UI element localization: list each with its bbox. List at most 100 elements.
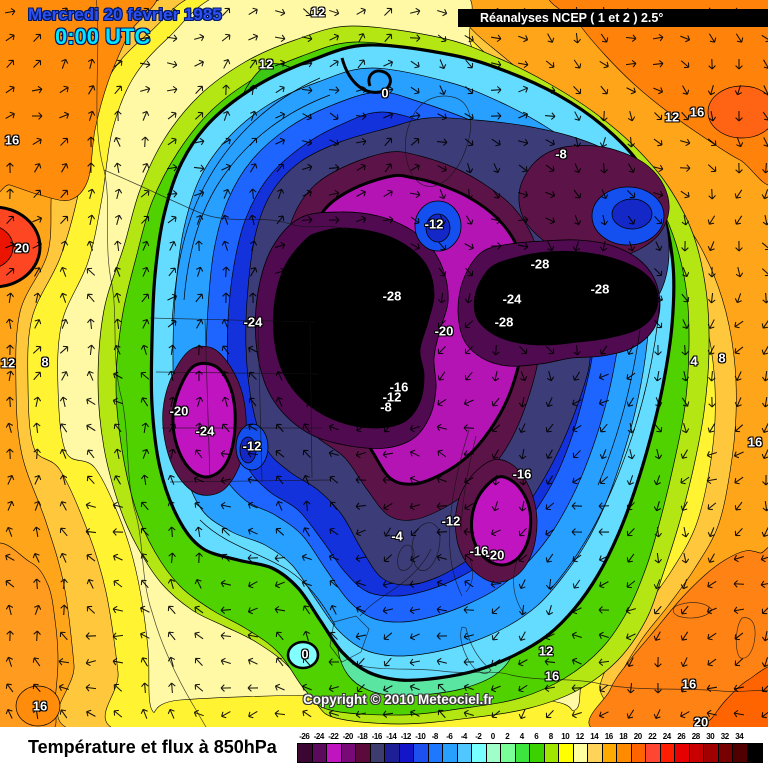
wind-arrow [112, 397, 123, 405]
wind-arrow [653, 370, 662, 382]
wind-arrow [328, 242, 340, 250]
wind-arrow [519, 604, 527, 616]
colorbar-cell [298, 744, 313, 762]
wind-arrow [437, 320, 446, 329]
wind-arrow [34, 500, 42, 511]
wind-arrow [140, 579, 149, 589]
colorbar-label: 6 [534, 732, 539, 741]
contour-cell [239, 436, 257, 464]
wind-arrow [490, 242, 502, 250]
wind-arrow [625, 34, 637, 42]
wind-arrow [194, 501, 204, 510]
wind-arrow [492, 474, 500, 486]
wind-arrow [491, 216, 502, 225]
copyright-text: Copyright © 2010 Meteociel.fr [303, 692, 493, 707]
wind-arrow [194, 526, 203, 538]
wind-arrow [140, 397, 149, 407]
wind-arrow [384, 33, 393, 43]
wind-arrow [600, 214, 609, 226]
wind-arrow [328, 164, 340, 172]
wind-arrow [5, 111, 15, 119]
wind-arrow [194, 189, 205, 197]
wind-arrow [32, 345, 42, 354]
wind-arrow [706, 684, 718, 693]
wind-arrow [140, 371, 150, 380]
wind-arrow [681, 553, 690, 564]
wind-arrow [32, 708, 41, 720]
wind-arrow [275, 8, 286, 17]
wind-arrow [113, 292, 122, 303]
wind-arrow [194, 111, 204, 120]
wind-arrow [168, 448, 177, 459]
wind-arrow [61, 58, 69, 69]
wind-arrow [465, 188, 473, 200]
colorbar-label: 12 [575, 732, 584, 741]
wind-arrow [625, 606, 636, 615]
wind-arrow [761, 396, 768, 408]
wind-arrow [302, 163, 313, 171]
wind-arrow [628, 163, 636, 173]
coastline [672, 602, 713, 619]
coastline [359, 548, 432, 617]
wind-arrow [328, 423, 339, 431]
wind-arrow [113, 683, 123, 692]
wind-arrow [572, 241, 581, 252]
wind-arrow [383, 189, 393, 198]
wind-arrow [248, 397, 257, 407]
wind-arrow [167, 631, 176, 641]
wind-arrow [382, 606, 393, 615]
wind-arrow [626, 527, 635, 537]
wind-arrow [409, 502, 420, 511]
wind-arrow [5, 241, 16, 249]
wind-arrow [762, 500, 768, 512]
wind-arrow [249, 59, 258, 69]
wind-arrow [708, 188, 716, 200]
wind-arrow [598, 555, 609, 563]
wind-arrow [194, 59, 204, 67]
wind-arrow [409, 658, 421, 667]
wind-arrow [654, 656, 662, 668]
wind-arrow [356, 371, 365, 381]
wind-arrow [88, 85, 96, 95]
wind-arrow [436, 553, 447, 562]
wind-arrow [221, 553, 230, 562]
wind-arrow [5, 33, 15, 42]
wind-arrow [167, 656, 176, 667]
wind-arrow [86, 293, 95, 303]
wind-arrow [113, 162, 122, 174]
wind-arrow [220, 579, 231, 588]
wind-arrow [520, 371, 528, 382]
wind-arrow [598, 631, 609, 639]
colorbar-cell [472, 744, 487, 762]
colorbar-cell [573, 744, 588, 762]
wind-arrow [598, 399, 609, 407]
wind-arrow [303, 293, 312, 303]
wind-arrow [166, 163, 178, 172]
wind-arrow [329, 527, 339, 536]
wind-arrow [87, 188, 96, 199]
wind-arrow [626, 553, 635, 563]
wind-arrow [490, 34, 502, 43]
wind-arrow [34, 267, 42, 277]
wind-arrow [733, 554, 744, 563]
wind-arrow [546, 578, 554, 590]
wind-arrow [247, 450, 259, 458]
wind-arrow [32, 137, 42, 146]
wind-arrow [167, 7, 178, 16]
wind-arrow [734, 293, 742, 304]
wind-arrow [275, 657, 284, 667]
contour-band [171, 361, 237, 479]
wind-arrow [87, 136, 95, 148]
wind-arrow [328, 684, 339, 693]
wind-arrow [707, 580, 717, 589]
wind-arrow [274, 710, 286, 718]
wind-arrow [86, 475, 95, 485]
wind-arrow [573, 137, 582, 148]
wind-arrow [572, 477, 582, 485]
wind-arrow [436, 475, 447, 483]
wind-arrow [409, 580, 421, 588]
wind-arrow [194, 657, 203, 666]
wind-arrow [222, 7, 231, 16]
wind-arrow [411, 318, 419, 330]
